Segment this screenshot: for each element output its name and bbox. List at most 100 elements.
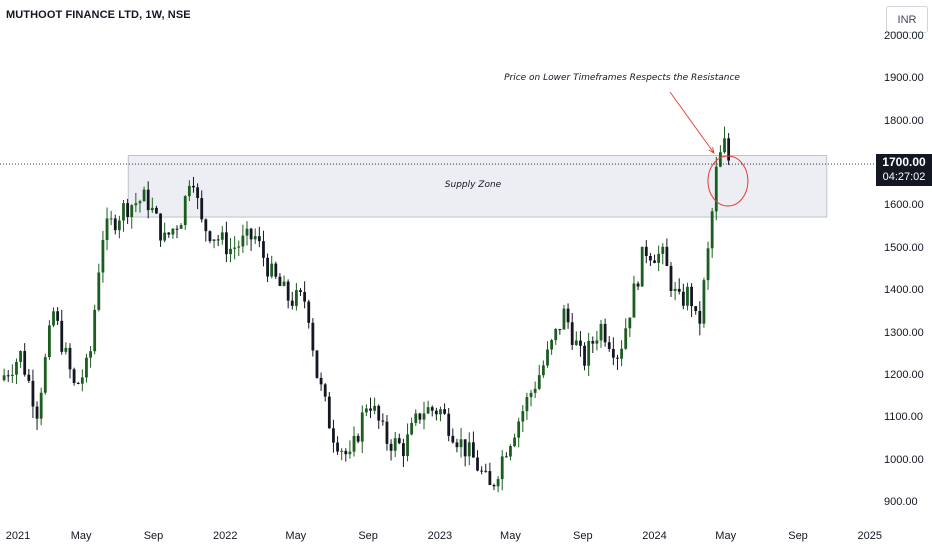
candle-body: [377, 405, 381, 421]
candle-body: [117, 220, 121, 231]
candle-body: [89, 351, 92, 358]
x-tick-label: May: [715, 530, 737, 542]
candle-body: [352, 435, 356, 452]
candle-body: [402, 443, 405, 457]
x-tick-label: 2025: [857, 530, 883, 542]
candle-body: [476, 457, 479, 471]
candle-body: [233, 247, 237, 249]
x-tick-label: 2022: [212, 530, 238, 542]
candle-body: [566, 308, 570, 323]
candle-body: [686, 286, 689, 306]
candle-body: [134, 203, 138, 206]
y-tick-label: 900.00: [884, 496, 918, 509]
candle-body: [694, 306, 698, 311]
candle-body: [533, 388, 537, 393]
candle-body: [192, 185, 195, 188]
candle-body: [319, 377, 323, 385]
candle-body: [72, 369, 76, 383]
candle-body: [562, 308, 566, 330]
candle-body: [570, 322, 574, 345]
candle-body: [220, 232, 224, 240]
candle-body: [204, 219, 208, 232]
candle-body: [290, 300, 294, 306]
candle-body: [56, 311, 60, 321]
candle-body: [439, 409, 442, 415]
candle-body: [286, 281, 290, 301]
x-tick-label: May: [70, 530, 92, 542]
y-tick-label: 1500.00: [884, 241, 924, 254]
currency-label: INR: [897, 13, 917, 26]
candle-body: [270, 263, 274, 277]
candle-body: [126, 203, 130, 217]
candle-body: [644, 246, 648, 257]
candle-body: [451, 435, 455, 443]
candle-body: [723, 138, 726, 153]
candle-body: [397, 438, 401, 444]
candle-body: [43, 357, 47, 393]
candle-body: [509, 446, 512, 457]
candle-body: [249, 228, 253, 240]
candle-body: [706, 248, 710, 281]
candle-body: [253, 236, 257, 240]
candle-body: [430, 407, 434, 411]
candle-body: [39, 392, 43, 419]
candle-body: [714, 166, 718, 212]
candle-body: [208, 231, 212, 242]
candle-body: [332, 428, 335, 443]
candle-body: [677, 288, 681, 292]
y-tick-label: 1100.00: [884, 411, 923, 424]
candle-body: [307, 301, 311, 323]
highlight-circle: [707, 155, 749, 207]
last-price: 1700.00: [882, 155, 926, 169]
candle-body: [541, 365, 545, 376]
last-price-tag: 1700.00 04:27:02: [876, 154, 932, 186]
candle-body: [447, 413, 451, 436]
candle-body: [64, 347, 68, 352]
candle-body: [200, 198, 204, 220]
candle-body: [130, 205, 134, 217]
y-tick-label: 1600.00: [884, 199, 924, 212]
candle-body: [640, 246, 644, 287]
x-tick-label: 2023: [427, 530, 453, 542]
supply-zone-layer: [127, 155, 828, 218]
candle-body: [727, 138, 731, 161]
candle-body: [406, 434, 409, 457]
candle-body: [710, 211, 714, 249]
currency-selector[interactable]: INR: [886, 6, 928, 33]
candle-body: [529, 392, 533, 398]
candle-body: [187, 185, 191, 197]
candle-body: [167, 232, 171, 235]
candle-body: [500, 456, 504, 480]
candle-body: [303, 291, 307, 302]
candle-body: [245, 228, 249, 236]
candle-body: [6, 375, 10, 377]
candle-body: [550, 340, 554, 350]
note-arrow-head: [708, 147, 715, 154]
candle-body: [718, 152, 722, 167]
candle-body: [159, 213, 162, 241]
candle-body: [109, 218, 113, 220]
candle-body: [611, 348, 615, 358]
candle-body: [327, 396, 331, 429]
candle-body: [669, 265, 673, 292]
candle-body: [517, 421, 521, 438]
candle-body: [554, 328, 558, 341]
candle-body: [171, 228, 175, 235]
candle-body: [513, 437, 516, 447]
candle-body: [484, 470, 488, 472]
candle-body: [282, 281, 286, 286]
chart-title: MUTHOOT FINANCE LTD, 1W, NSE: [6, 9, 191, 21]
candle-body: [628, 317, 632, 329]
candle-body: [35, 406, 39, 419]
candle-body: [97, 272, 101, 310]
candle-body: [225, 232, 228, 255]
x-tick-label: Sep: [572, 530, 593, 542]
candle-body: [373, 405, 377, 411]
candle-body: [558, 328, 562, 330]
candle-body: [175, 228, 179, 230]
candle-body: [237, 246, 241, 248]
candle-body: [591, 341, 595, 344]
x-tick-label: Sep: [143, 530, 164, 542]
candle-body: [649, 256, 652, 261]
